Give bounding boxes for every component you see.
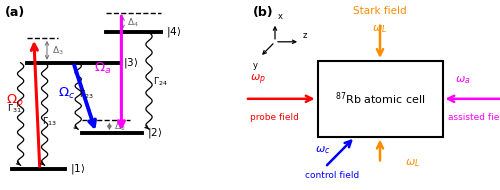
Text: $\Gamma_{13}$: $\Gamma_{13}$ [42, 115, 57, 128]
Text: control field: control field [305, 171, 359, 180]
Text: $^{87}$Rb atomic cell: $^{87}$Rb atomic cell [335, 90, 425, 107]
Text: $\omega_p$: $\omega_p$ [250, 73, 266, 87]
Text: $\omega_a$: $\omega_a$ [455, 74, 470, 86]
Text: $|3\rangle$: $|3\rangle$ [122, 56, 138, 70]
Text: $\omega_L$: $\omega_L$ [372, 23, 388, 35]
Text: $|2\rangle$: $|2\rangle$ [146, 126, 162, 140]
Text: $\omega_L$: $\omega_L$ [405, 158, 420, 169]
Text: probe field: probe field [250, 113, 299, 122]
Text: (a): (a) [5, 6, 25, 19]
Text: $\Omega_a$: $\Omega_a$ [94, 61, 111, 76]
Text: $|1\rangle$: $|1\rangle$ [70, 162, 85, 176]
Text: $\Delta_3$: $\Delta_3$ [52, 44, 64, 57]
Text: x: x [278, 12, 282, 21]
Text: $\omega_c$: $\omega_c$ [315, 144, 330, 156]
Text: assisted field: assisted field [448, 113, 500, 122]
Text: Stark field: Stark field [353, 6, 407, 16]
Text: (b): (b) [252, 6, 273, 19]
Text: $|4\rangle$: $|4\rangle$ [166, 25, 181, 39]
Text: $\Gamma_{23}$: $\Gamma_{23}$ [80, 89, 94, 101]
Text: $\Omega_c$: $\Omega_c$ [58, 86, 75, 101]
Bar [318, 61, 442, 137]
Text: $\Omega_p$: $\Omega_p$ [6, 92, 24, 109]
Text: y: y [252, 61, 258, 70]
Text: $\Gamma_{24}$: $\Gamma_{24}$ [152, 75, 168, 88]
Text: $\Delta_4$: $\Delta_4$ [128, 17, 140, 29]
Text: z: z [302, 31, 307, 40]
Text: $\Delta_2$: $\Delta_2$ [114, 120, 126, 133]
Text: $\Gamma_{31}$: $\Gamma_{31}$ [8, 102, 22, 115]
